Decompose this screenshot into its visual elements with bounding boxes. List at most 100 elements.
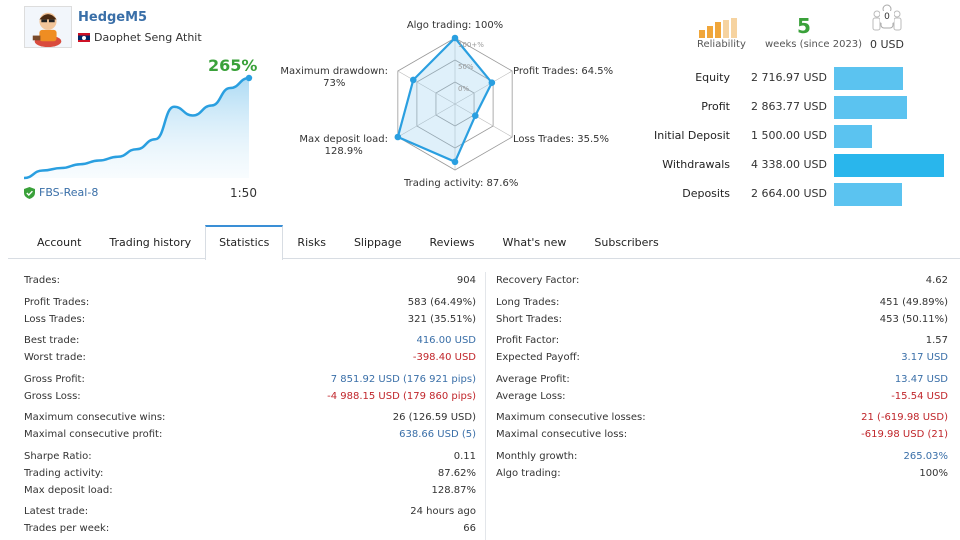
stat-value: -619.98 USD (21)	[861, 429, 948, 440]
stat-value: 321 (35.51%)	[407, 313, 476, 325]
tab-bar: Account Trading history Statistics Risks Sli…	[8, 225, 960, 260]
stat-value: -15.54 USD	[891, 390, 948, 402]
summary-row-equity: Equity 2 716.97 USD	[640, 66, 950, 95]
subscribers-value: 0 USD	[870, 38, 904, 51]
stat-value: 100%	[919, 467, 948, 479]
stat-value: 7 851.92 USD (176 921 pips)	[330, 373, 476, 385]
stat-label: Best trade:	[24, 335, 80, 346]
radar-label-text: Profit Trades: 64.5%	[513, 66, 614, 77]
shield-check-icon	[24, 186, 35, 199]
avatar[interactable]	[24, 6, 72, 48]
stat-row-monthly-growth: Monthly growth: 265.03%	[496, 448, 948, 465]
radar-point-1	[488, 79, 496, 87]
stat-value: 0.11	[453, 450, 476, 462]
stat-value: 66	[463, 523, 476, 534]
growth-end-dot	[245, 74, 253, 82]
stat-row-profit-factor: Profit Factor: 1.57	[496, 332, 948, 349]
stat-value: 26 (126.59 USD)	[392, 412, 476, 423]
stat-label: Worst trade:	[24, 352, 86, 363]
tab-reviews[interactable]: Reviews	[429, 236, 475, 249]
radar-point-4	[394, 133, 402, 141]
growth-value: 265%	[208, 56, 258, 75]
radar-label-text: Loss Trades: 35.5%	[513, 134, 610, 145]
stat-row-maximal-consecutive-loss: Maximal consecutive loss: -619.98 USD (21…	[496, 426, 948, 443]
reliability-label: Reliability	[697, 39, 746, 50]
summary-bar-withdrawals	[834, 154, 944, 177]
stats-left-column: Trades: 904 Profit Trades: 583 (64.49%) Loss…	[24, 272, 476, 537]
radar-label-text: Maximum drawdown:	[280, 66, 388, 77]
radar-spoke	[397, 70, 456, 105]
radar-spoke	[454, 103, 513, 138]
stat-value: 265.03%	[903, 450, 949, 462]
stat-row-short-trades: Short Trades: 453 (50.11%)	[496, 311, 948, 328]
stat-label: Loss Trades:	[24, 313, 86, 325]
stat-row-recovery-factor: Recovery Factor: 4.62	[496, 272, 948, 289]
stat-label: Profit Factor:	[496, 335, 560, 346]
profile-name[interactable]: HedgeM5	[78, 10, 148, 25]
tab-what-s-new[interactable]: What's new	[502, 236, 567, 249]
stat-row-worst-trade: Worst trade: -398.40 USD	[24, 349, 476, 366]
stat-label: Monthly growth:	[496, 450, 578, 462]
summary-label: Initial Deposit	[654, 129, 730, 142]
stat-value: -398.40 USD	[412, 352, 476, 363]
summary-bar-equity	[834, 67, 903, 90]
stat-label: Trades:	[24, 275, 60, 286]
weeks-label: weeks (since 2023)	[765, 39, 863, 50]
tab-trading-history[interactable]: Trading history	[109, 236, 192, 249]
account-summary: Equity 2 716.97 USD Profit 2 863.77 USD Init…	[640, 66, 950, 211]
summary-bar-profit	[834, 96, 907, 119]
stat-value: 128.87%	[431, 484, 477, 496]
stat-value: 451 (49.89%)	[879, 296, 948, 308]
reliability-icon	[699, 18, 737, 38]
stat-row-best-trade: Best trade: 416.00 USD	[24, 332, 476, 349]
stat-row-trading-activity: Trading activity: 87.62%	[24, 465, 476, 482]
stat-row-sharpe-ratio: Sharpe Ratio: 0.11	[24, 448, 476, 465]
radar-data-area	[396, 36, 494, 164]
stat-row-long-trades: Long Trades: 451 (49.89%)	[496, 294, 948, 311]
stat-label: Average Loss:	[496, 390, 566, 402]
summary-label: Profit	[701, 100, 730, 113]
radar-label-2: Loss Trades: 35.5%	[513, 134, 609, 146]
stat-value: -4 988.15 USD (179 860 pips)	[327, 390, 476, 402]
tab-statistics[interactable]: Statistics	[205, 225, 284, 260]
tab-subscribers[interactable]: Subscribers	[594, 236, 659, 249]
stat-row-expected-payoff: Expected Payoff: 3.17 USD	[496, 349, 948, 366]
tab-slippage[interactable]: Slippage	[353, 236, 402, 249]
server-name[interactable]: FBS-Real-8	[39, 186, 99, 199]
weeks-value: 5	[797, 14, 811, 38]
radar-spoke	[454, 70, 513, 105]
stat-row-trades-per-week: Trades per week: 66	[24, 520, 476, 537]
stat-label: Recovery Factor:	[496, 275, 580, 286]
stat-label: Maximum consecutive losses:	[496, 412, 646, 423]
radar-label-1: Profit Trades: 64.5%	[513, 66, 613, 78]
profile-owner[interactable]: Daophet Seng Athit	[94, 31, 202, 44]
stat-value: 4.62	[925, 275, 948, 286]
growth-area	[24, 78, 249, 178]
summary-value: 4 338.00 USD	[751, 158, 827, 171]
radar-label-text: Algo trading: 100%	[406, 20, 504, 31]
server-row: FBS-Real-8	[24, 186, 98, 199]
stat-label: Trades per week:	[24, 523, 110, 534]
radar-label-4: Max deposit load: 128.9%	[299, 134, 388, 158]
summary-row-initial-deposit: Initial Deposit 1 500.00 USD	[640, 124, 950, 153]
radar-point-0	[451, 34, 459, 42]
profile-owner-row: Daophet Seng Athit	[78, 31, 202, 44]
summary-value: 2 716.97 USD	[751, 71, 827, 84]
radar-point-5	[409, 76, 417, 84]
stat-row-gross-profit: Gross Profit: 7 851.92 USD (176 921 pips)	[24, 371, 476, 388]
stat-value: 13.47 USD	[894, 373, 948, 385]
stat-label: Maximal consecutive loss:	[496, 429, 628, 440]
stat-value: 638.66 USD (5)	[399, 429, 476, 440]
stat-row-gross-loss: Gross Loss: -4 988.15 USD (179 860 pips)	[24, 388, 476, 405]
radar-scale-label: 0%	[458, 85, 469, 93]
summary-label: Withdrawals	[662, 158, 730, 171]
stat-value: 1.57	[925, 335, 948, 346]
stat-value: 24 hours ago	[410, 506, 476, 517]
radar-label-value: 73%	[323, 78, 346, 89]
stat-row-average-profit: Average Profit: 13.47 USD	[496, 371, 948, 388]
radar-point-2	[471, 112, 479, 120]
tab-account[interactable]: Account	[37, 236, 82, 249]
summary-value: 1 500.00 USD	[751, 129, 827, 142]
tab-risks[interactable]: Risks	[297, 236, 326, 249]
stat-value: 87.62%	[437, 467, 476, 479]
